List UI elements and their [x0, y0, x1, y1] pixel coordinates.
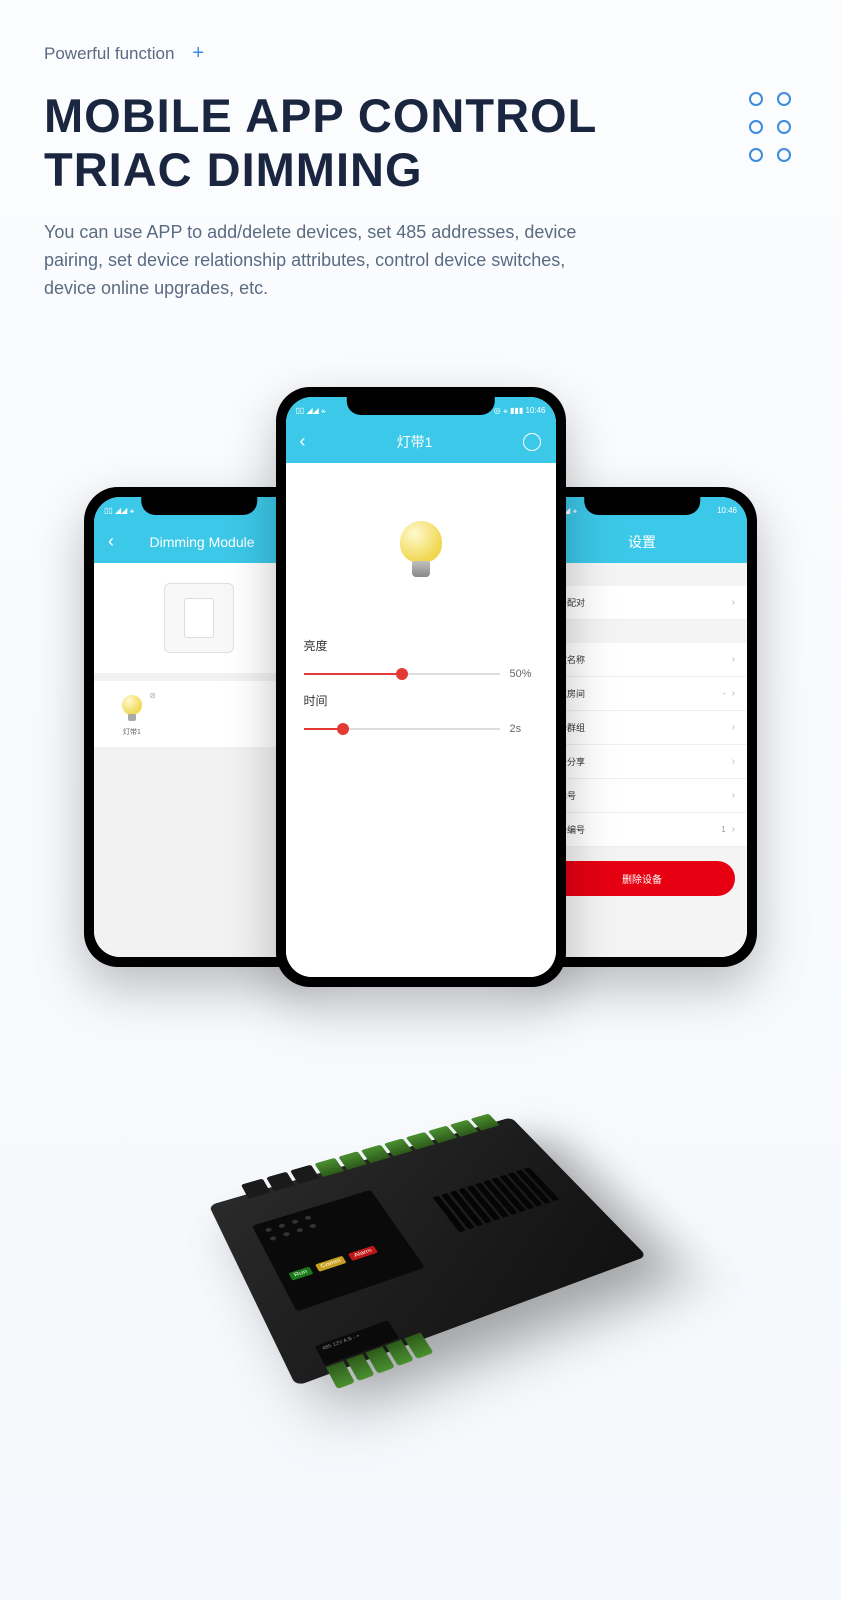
- switch-device-icon[interactable]: [164, 583, 234, 653]
- settings-value-wrap: 1›: [721, 824, 735, 835]
- decorative-circles: [749, 92, 795, 162]
- screen-title: Dimming Module: [149, 534, 254, 550]
- app-body: ⊘ 灯带1: [94, 563, 304, 957]
- bulb-icon: [400, 521, 442, 579]
- switch-card: [94, 563, 304, 673]
- settings-value-wrap: -›: [723, 688, 735, 699]
- settings-value-wrap: ›: [726, 654, 735, 665]
- io-slots: [432, 1167, 558, 1232]
- status-left: ▯▯ ◢◢ ⚹: [296, 406, 326, 416]
- settings-row[interactable]: 设备分享›: [537, 745, 747, 779]
- slider-label: 时间: [304, 692, 538, 709]
- settings-section-header: 设置: [537, 563, 747, 586]
- title-line-2: TRIAC DIMMING: [44, 143, 423, 196]
- settings-row[interactable]: 修改名称›: [537, 643, 747, 677]
- phone-notch: [584, 497, 700, 515]
- slider-row: 2s: [304, 723, 538, 735]
- settings-row[interactable]: 所在房间-›: [537, 677, 747, 711]
- chevron-right-icon: ›: [732, 756, 735, 767]
- page-description: You can use APP to add/delete devices, s…: [44, 219, 614, 303]
- comm-label: Comm: [314, 1256, 346, 1272]
- settings-section-header: 设置: [537, 620, 747, 643]
- device-item[interactable]: ⊘ 灯带1: [104, 691, 160, 737]
- overline-text: Powerful function: [44, 44, 174, 64]
- top-terminals: [240, 1114, 499, 1199]
- phone-notch: [346, 397, 495, 415]
- chevron-right-icon: ›: [732, 597, 735, 608]
- bulb-icon: [122, 695, 142, 723]
- chevron-right-icon: ›: [732, 790, 735, 801]
- slider-value: 50%: [510, 668, 538, 680]
- back-button[interactable]: ‹: [300, 431, 306, 452]
- gear-icon[interactable]: [523, 433, 541, 451]
- page-title: MOBILE APP CONTROL TRIAC DIMMING: [44, 89, 797, 197]
- slider-thumb[interactable]: [396, 668, 408, 680]
- slider-row: 50%: [304, 668, 538, 680]
- back-button[interactable]: ‹: [108, 531, 114, 552]
- slider-value: 2s: [510, 723, 538, 735]
- settings-row[interactable]: 设备配对›: [537, 586, 747, 620]
- phone-center: ▯▯ ◢◢ ⚹ ◎ ⚹ ▮▮▮ 10:46 ‹ 灯带1 亮度: [276, 387, 566, 987]
- delete-device-button[interactable]: 删除设备: [549, 861, 735, 896]
- device-status-icon: ⊘: [149, 691, 156, 700]
- screen-title: 灯带1: [397, 432, 433, 452]
- title-line-1: MOBILE APP CONTROL: [44, 89, 597, 142]
- settings-row[interactable]: 设备编号1›: [537, 813, 747, 847]
- hardware-module: Run Comm Alarm 485 12V A B - +: [208, 1117, 646, 1386]
- app-header: ‹ Dimming Module: [94, 521, 304, 563]
- chevron-right-icon: ›: [732, 824, 735, 835]
- settings-value-wrap: ›: [726, 756, 735, 767]
- overline-row: Powerful function +: [44, 42, 797, 65]
- chevron-right-icon: ›: [732, 654, 735, 665]
- phone-notch: [141, 497, 257, 515]
- bulb-display: [298, 475, 544, 625]
- status-time: ◎ ⚹ ▮▮▮ 10:46: [494, 406, 546, 416]
- slider-label: 亮度: [304, 637, 538, 654]
- slider-thumb[interactable]: [337, 723, 349, 735]
- settings-value-wrap: ›: [726, 597, 735, 608]
- alarm-label: Alarm: [348, 1246, 377, 1261]
- run-label: Run: [288, 1267, 313, 1281]
- app-header: ‹ 灯带1: [286, 421, 556, 463]
- slider-group: 时间 2s: [304, 692, 538, 735]
- settings-body: 设置设备配对›设置修改名称›所在房间-›设备群组›设备分享›版本号›设备编号1›…: [537, 563, 747, 957]
- page-header: Powerful function + MOBILE APP CONTROL T…: [0, 0, 841, 303]
- phones-showcase: ▯▯ ◢◢ ⚹ ⚹▮ ‹ Dimming Module ⊘: [0, 387, 841, 1087]
- app-header: 设置: [537, 521, 747, 563]
- chevron-right-icon: ›: [732, 688, 735, 699]
- plus-icon: +: [192, 42, 204, 65]
- settings-row[interactable]: 设备群组›: [537, 711, 747, 745]
- settings-row[interactable]: 版本号›: [537, 779, 747, 813]
- screen-title: 设置: [628, 532, 656, 552]
- chevron-right-icon: ›: [732, 722, 735, 733]
- slider-group: 亮度 50%: [304, 637, 538, 680]
- device-card: ⊘ 灯带1: [94, 681, 304, 747]
- status-time: 10:46: [717, 506, 737, 515]
- slider-track[interactable]: [304, 673, 500, 675]
- slider-track[interactable]: [304, 728, 500, 730]
- settings-value-wrap: ›: [726, 790, 735, 801]
- status-left: ▯▯ ◢◢ ⚹: [104, 506, 134, 516]
- device-name: 灯带1: [104, 727, 160, 737]
- led-panel: Run Comm Alarm: [251, 1190, 424, 1312]
- dimmer-body: 亮度 50% 时间 2s: [286, 463, 556, 977]
- settings-value-wrap: ›: [726, 722, 735, 733]
